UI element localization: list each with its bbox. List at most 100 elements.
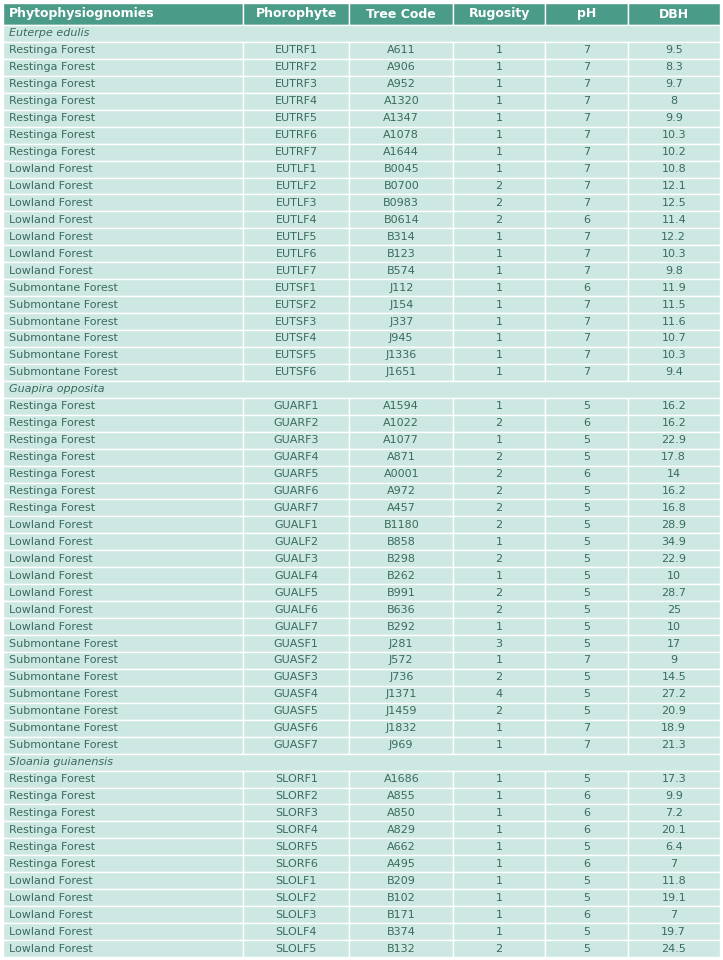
Text: 8: 8 bbox=[670, 96, 677, 107]
Bar bbox=[243, 483, 349, 499]
Bar bbox=[545, 313, 628, 330]
Bar bbox=[3, 567, 243, 585]
Bar bbox=[453, 3, 545, 25]
Bar bbox=[545, 432, 628, 448]
Text: Lowland Forest: Lowland Forest bbox=[9, 215, 93, 225]
Bar bbox=[349, 432, 453, 448]
Text: 18.9: 18.9 bbox=[662, 723, 686, 733]
Text: SLOLF2: SLOLF2 bbox=[275, 893, 317, 902]
Bar bbox=[349, 516, 453, 534]
Text: 7: 7 bbox=[583, 300, 590, 310]
Bar bbox=[545, 330, 628, 347]
Text: EUTSF1: EUTSF1 bbox=[275, 282, 317, 293]
Bar bbox=[243, 771, 349, 787]
Text: 7: 7 bbox=[583, 231, 590, 242]
Text: 12.2: 12.2 bbox=[662, 231, 686, 242]
Text: 7: 7 bbox=[583, 62, 590, 72]
Bar bbox=[243, 720, 349, 736]
Bar bbox=[453, 330, 545, 347]
Bar bbox=[453, 499, 545, 516]
Text: A1022: A1022 bbox=[383, 419, 419, 428]
Bar bbox=[628, 838, 720, 855]
Text: Restinga Forest: Restinga Forest bbox=[9, 469, 95, 479]
Bar bbox=[628, 483, 720, 499]
Bar bbox=[545, 685, 628, 703]
Text: Submontane Forest: Submontane Forest bbox=[9, 672, 118, 683]
Text: Submontane Forest: Submontane Forest bbox=[9, 723, 118, 733]
Text: EUTRF6: EUTRF6 bbox=[275, 131, 317, 140]
Text: 9.7: 9.7 bbox=[665, 80, 683, 89]
Text: 12.1: 12.1 bbox=[662, 181, 686, 191]
Text: A952: A952 bbox=[387, 80, 416, 89]
Text: B314: B314 bbox=[387, 231, 416, 242]
Text: EUTRF7: EUTRF7 bbox=[275, 147, 318, 157]
Text: 7: 7 bbox=[583, 113, 590, 123]
Bar bbox=[349, 330, 453, 347]
Text: 7: 7 bbox=[583, 350, 590, 360]
Bar bbox=[453, 585, 545, 601]
Bar bbox=[349, 42, 453, 59]
Text: B1180: B1180 bbox=[383, 520, 419, 530]
Bar bbox=[349, 195, 453, 211]
Text: 6: 6 bbox=[583, 808, 590, 818]
Text: Submontane Forest: Submontane Forest bbox=[9, 656, 118, 665]
Text: Lowland Forest: Lowland Forest bbox=[9, 164, 93, 174]
Bar bbox=[545, 93, 628, 109]
Text: 1: 1 bbox=[496, 113, 502, 123]
Text: Lowland Forest: Lowland Forest bbox=[9, 605, 93, 614]
Bar bbox=[628, 787, 720, 804]
Bar bbox=[628, 397, 720, 415]
Text: 7: 7 bbox=[583, 181, 590, 191]
Text: GUASF6: GUASF6 bbox=[274, 723, 319, 733]
Bar bbox=[628, 42, 720, 59]
Bar bbox=[3, 228, 243, 246]
Text: B574: B574 bbox=[387, 266, 416, 276]
Text: 10.3: 10.3 bbox=[662, 350, 686, 360]
Bar bbox=[545, 466, 628, 483]
Bar bbox=[453, 144, 545, 160]
Text: Tree Code: Tree Code bbox=[367, 8, 436, 20]
Bar bbox=[3, 347, 243, 364]
Bar bbox=[545, 397, 628, 415]
Bar bbox=[3, 516, 243, 534]
Bar bbox=[3, 432, 243, 448]
Text: 16.2: 16.2 bbox=[662, 486, 686, 496]
Text: A1644: A1644 bbox=[383, 147, 419, 157]
Bar bbox=[349, 466, 453, 483]
Text: B374: B374 bbox=[387, 926, 416, 937]
Bar bbox=[3, 873, 243, 889]
Bar bbox=[349, 76, 453, 93]
Bar bbox=[628, 296, 720, 313]
Bar bbox=[628, 466, 720, 483]
Bar bbox=[628, 76, 720, 93]
Bar bbox=[3, 313, 243, 330]
Text: 1: 1 bbox=[496, 723, 502, 733]
Text: EUTSF5: EUTSF5 bbox=[275, 350, 317, 360]
Bar bbox=[243, 42, 349, 59]
Text: GUARF3: GUARF3 bbox=[273, 435, 319, 445]
Bar bbox=[453, 550, 545, 567]
Bar bbox=[453, 347, 545, 364]
Text: DBH: DBH bbox=[659, 8, 689, 20]
Bar bbox=[243, 601, 349, 618]
Bar bbox=[243, 262, 349, 279]
Text: 10: 10 bbox=[667, 571, 681, 581]
Bar bbox=[349, 804, 453, 822]
Text: 2: 2 bbox=[495, 469, 502, 479]
Text: Lowland Forest: Lowland Forest bbox=[9, 181, 93, 191]
Bar bbox=[453, 127, 545, 144]
Text: 7: 7 bbox=[583, 723, 590, 733]
Bar bbox=[243, 397, 349, 415]
Bar bbox=[243, 635, 349, 652]
Bar bbox=[243, 330, 349, 347]
Text: 5: 5 bbox=[583, 944, 590, 953]
Text: 9.8: 9.8 bbox=[665, 266, 683, 276]
Bar bbox=[545, 906, 628, 924]
Text: 9: 9 bbox=[670, 656, 677, 665]
Bar bbox=[545, 838, 628, 855]
Bar bbox=[545, 601, 628, 618]
Bar bbox=[628, 211, 720, 228]
Text: 1: 1 bbox=[496, 876, 502, 886]
Bar bbox=[3, 804, 243, 822]
Text: A1077: A1077 bbox=[383, 435, 419, 445]
